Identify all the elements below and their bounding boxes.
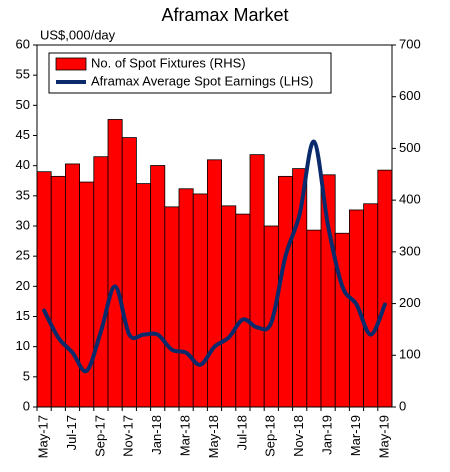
bar [36, 171, 52, 408]
y-tick-label: 20 [16, 278, 30, 293]
bar [164, 206, 180, 408]
bar [65, 163, 81, 408]
legend-label: No. of Spot Fixtures (RHS) [91, 55, 246, 70]
y2-tick-label: 200 [399, 295, 421, 310]
y-tick-label: 40 [16, 157, 30, 172]
bar [249, 154, 265, 408]
bar [150, 165, 166, 408]
bar [192, 193, 208, 408]
y-tick-label: 0 [23, 398, 30, 413]
bar [221, 205, 237, 408]
y-tick-label: 15 [16, 308, 30, 323]
bar [135, 183, 151, 408]
y2-tick-label: 300 [399, 243, 421, 258]
x-tick-label: Mar-19 [348, 415, 363, 456]
y2-tick-label: 400 [399, 192, 421, 207]
y2-tick-label: 700 [399, 36, 421, 51]
x-tick-label: Jan-19 [320, 415, 335, 455]
x-tick-label: Sep-17 [92, 415, 107, 457]
bar [121, 137, 137, 408]
y-tick-label: 5 [23, 368, 30, 383]
x-tick-label: Nov-17 [121, 415, 136, 457]
bar [306, 229, 322, 408]
y-tick-label: 45 [16, 127, 30, 142]
x-tick-label: May-17 [36, 415, 51, 458]
x-tick-label: Jul-17 [64, 415, 79, 450]
y-axis-label: US$,000/day [40, 27, 116, 42]
chart-title: Aframax Market [161, 5, 288, 25]
bar [178, 188, 194, 408]
legend-box [48, 52, 332, 94]
x-tick-label: Mar-18 [178, 415, 193, 456]
bar [79, 181, 95, 408]
y2-tick-label: 0 [399, 398, 406, 413]
y-tick-label: 35 [16, 187, 30, 202]
bar [206, 159, 222, 408]
bar [50, 175, 66, 408]
bar [107, 119, 123, 408]
bar [277, 175, 293, 408]
line [42, 139, 387, 374]
x-tick-label: May-18 [206, 415, 221, 458]
x-tick-label: Jul-18 [234, 415, 249, 450]
bar [235, 213, 251, 408]
y-tick-label: 50 [16, 97, 30, 112]
x-tick-label: Jan-18 [149, 415, 164, 455]
bar [363, 203, 379, 408]
bar [93, 156, 109, 408]
y2-tick-label: 500 [399, 140, 421, 155]
y-tick-label: 55 [16, 67, 30, 82]
y-tick-label: 25 [16, 248, 30, 263]
x-tick-label: Nov-18 [291, 415, 306, 457]
x-tick-label: May-19 [376, 415, 391, 458]
x-tick-label: Sep-18 [263, 415, 278, 457]
y2-tick-label: 600 [399, 88, 421, 103]
bar [320, 174, 336, 408]
y-tick-label: 10 [16, 338, 30, 353]
y-tick-label: 30 [16, 217, 30, 232]
legend-label: Aframax Average Spot Earnings (LHS) [91, 73, 313, 88]
bar [334, 232, 350, 408]
bar [377, 169, 393, 408]
y-tick-label: 60 [16, 36, 30, 51]
y2-tick-label: 100 [399, 347, 421, 362]
legend-swatch [55, 57, 87, 71]
